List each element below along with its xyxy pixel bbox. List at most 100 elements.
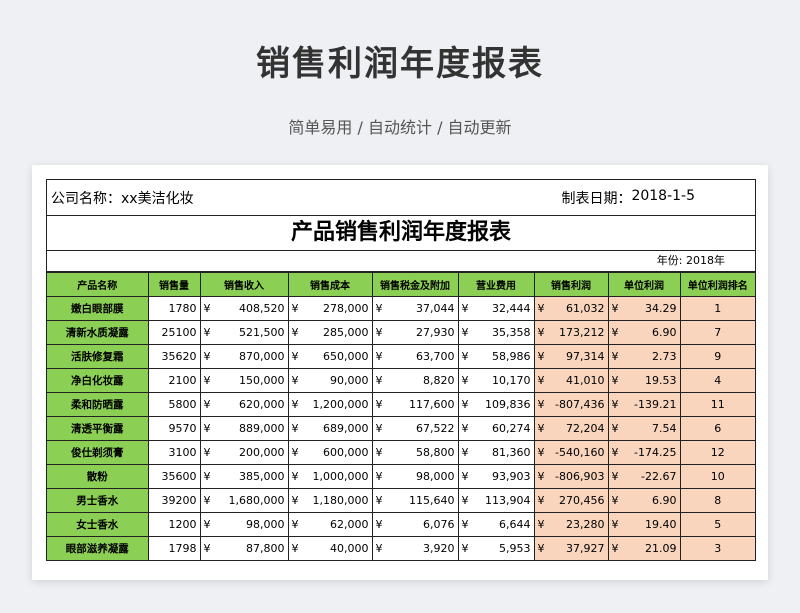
quantity-cell: 2100 — [147, 368, 201, 393]
currency-symbol: ¥ — [611, 542, 619, 555]
amount-value: 6.90 — [652, 494, 677, 507]
amount-value: 23,280 — [566, 518, 605, 531]
currency-symbol: ¥ — [611, 374, 619, 387]
unit-profit-cell: ¥19.53 — [607, 368, 681, 393]
revenue-cell: ¥870,000 — [199, 344, 289, 369]
currency-symbol: ¥ — [611, 494, 619, 507]
amount-value: 35,358 — [492, 326, 531, 339]
product-name-cell: 眼部滋养凝露 — [47, 536, 149, 561]
money-value: ¥ -807,436 — [538, 398, 605, 411]
profit-cell: ¥ -806,903 — [533, 464, 609, 489]
money-value: ¥650,000 — [292, 350, 369, 363]
money-value: ¥521,500 — [204, 326, 285, 339]
amount-value: 27,930 — [416, 326, 455, 339]
amount-value: -139.21 — [634, 398, 677, 411]
cost-cell: ¥278,000 — [287, 296, 373, 321]
product-name-cell: 活肤修复霜 — [47, 344, 149, 369]
unit-profit-cell: ¥19.40 — [607, 512, 681, 537]
currency-symbol: ¥ — [461, 326, 469, 339]
money-value: ¥21.09 — [612, 542, 677, 555]
amount-value: 93,903 — [492, 470, 531, 483]
money-value: ¥200,000 — [204, 446, 285, 459]
currency-symbol: ¥ — [461, 446, 469, 459]
amount-value: 87,800 — [246, 542, 285, 555]
column-header: 销售收入 — [199, 272, 289, 297]
money-value: ¥5,953 — [462, 542, 531, 555]
amount-value: 870,000 — [239, 350, 285, 363]
spreadsheet-preview: 公司名称： xx美洁化妆 制表日期： 2018-1-5 产品销售利润年度报表 年… — [32, 165, 768, 580]
money-value: ¥67,522 — [376, 422, 455, 435]
tax-cell: ¥67,522 — [371, 416, 459, 441]
expense-cell: ¥93,903 — [457, 464, 535, 489]
cost-cell: ¥285,000 — [287, 320, 373, 345]
revenue-cell: ¥98,000 — [199, 512, 289, 537]
unit-profit-cell: ¥ -139.21 — [607, 392, 681, 417]
tax-cell: ¥27,930 — [371, 320, 459, 345]
amount-value: 5,953 — [499, 542, 531, 555]
currency-symbol: ¥ — [537, 302, 545, 315]
column-header: 销售税金及附加 — [371, 272, 459, 297]
expense-cell: ¥81,360 — [457, 440, 535, 465]
cost-cell: ¥1,200,000 — [287, 392, 373, 417]
rank-cell: 5 — [679, 512, 755, 537]
amount-value: 21.09 — [645, 542, 677, 555]
revenue-cell: ¥889,000 — [199, 416, 289, 441]
money-value: ¥19.40 — [612, 518, 677, 531]
money-value: ¥63,700 — [376, 350, 455, 363]
money-value: ¥870,000 — [204, 350, 285, 363]
currency-symbol: ¥ — [375, 350, 383, 363]
money-value: ¥1,000,000 — [292, 470, 369, 483]
money-value: ¥60,274 — [462, 422, 531, 435]
money-value: ¥278,000 — [292, 302, 369, 315]
currency-symbol: ¥ — [611, 446, 619, 459]
quantity-cell: 9570 — [147, 416, 201, 441]
currency-symbol: ¥ — [375, 326, 383, 339]
amount-value: 6,644 — [499, 518, 531, 531]
amount-value: 109,836 — [485, 398, 531, 411]
report-grid: 公司名称： xx美洁化妆 制表日期： 2018-1-5 产品销售利润年度报表 年… — [46, 179, 756, 561]
currency-symbol: ¥ — [461, 518, 469, 531]
money-value: ¥58,986 — [462, 350, 531, 363]
company-label: 公司名称： — [51, 190, 121, 207]
amount-value: 115,640 — [409, 494, 455, 507]
currency-symbol: ¥ — [375, 542, 383, 555]
money-value: ¥ -540,160 — [538, 446, 605, 459]
tax-cell: ¥98,000 — [371, 464, 459, 489]
tax-cell: ¥3,920 — [371, 536, 459, 561]
date-label: 制表日期： — [561, 190, 632, 207]
product-name-cell: 清透平衡露 — [47, 416, 149, 441]
money-value: ¥3,920 — [376, 542, 455, 555]
expense-cell: ¥35,358 — [457, 320, 535, 345]
amount-value: 90,000 — [330, 374, 369, 387]
revenue-cell: ¥620,000 — [199, 392, 289, 417]
tax-cell: ¥8,820 — [371, 368, 459, 393]
currency-symbol: ¥ — [461, 302, 469, 315]
cost-cell: ¥689,000 — [287, 416, 373, 441]
money-value: ¥41,010 — [538, 374, 605, 387]
company-info: 公司名称： xx美洁化妆 — [51, 188, 194, 208]
amount-value: 889,000 — [239, 422, 285, 435]
cost-cell: ¥600,000 — [287, 440, 373, 465]
product-name-cell: 净白化妆露 — [47, 368, 149, 393]
expense-cell: ¥5,953 — [457, 536, 535, 561]
expense-cell: ¥109,836 — [457, 392, 535, 417]
amount-value: 270,456 — [559, 494, 605, 507]
money-value: ¥689,000 — [292, 422, 369, 435]
amount-value: 1,000,000 — [312, 470, 369, 483]
currency-symbol: ¥ — [203, 446, 211, 459]
rank-cell: 12 — [679, 440, 755, 465]
amount-value: -540,160 — [555, 446, 605, 459]
amount-value: 1,680,000 — [228, 494, 285, 507]
table-row: 女士香水 1200 ¥98,000 ¥62,000 ¥6,076 ¥6,644 ¥23,28… — [47, 512, 755, 537]
money-value: ¥150,000 — [204, 374, 285, 387]
rank-cell: 4 — [679, 368, 755, 393]
report-title: 产品销售利润年度报表 — [47, 216, 755, 251]
amount-value: 37,044 — [416, 302, 455, 315]
table-body: 嫩白眼部膜 1780 ¥408,520 ¥278,000 ¥37,044 ¥32,444 ¥… — [47, 296, 755, 561]
expense-cell: ¥10,170 — [457, 368, 535, 393]
amount-value: 385,000 — [239, 470, 285, 483]
currency-symbol: ¥ — [203, 494, 211, 507]
report-date: 制表日期： 2018-1-5 — [561, 188, 751, 208]
currency-symbol: ¥ — [375, 374, 383, 387]
currency-symbol: ¥ — [611, 302, 619, 315]
